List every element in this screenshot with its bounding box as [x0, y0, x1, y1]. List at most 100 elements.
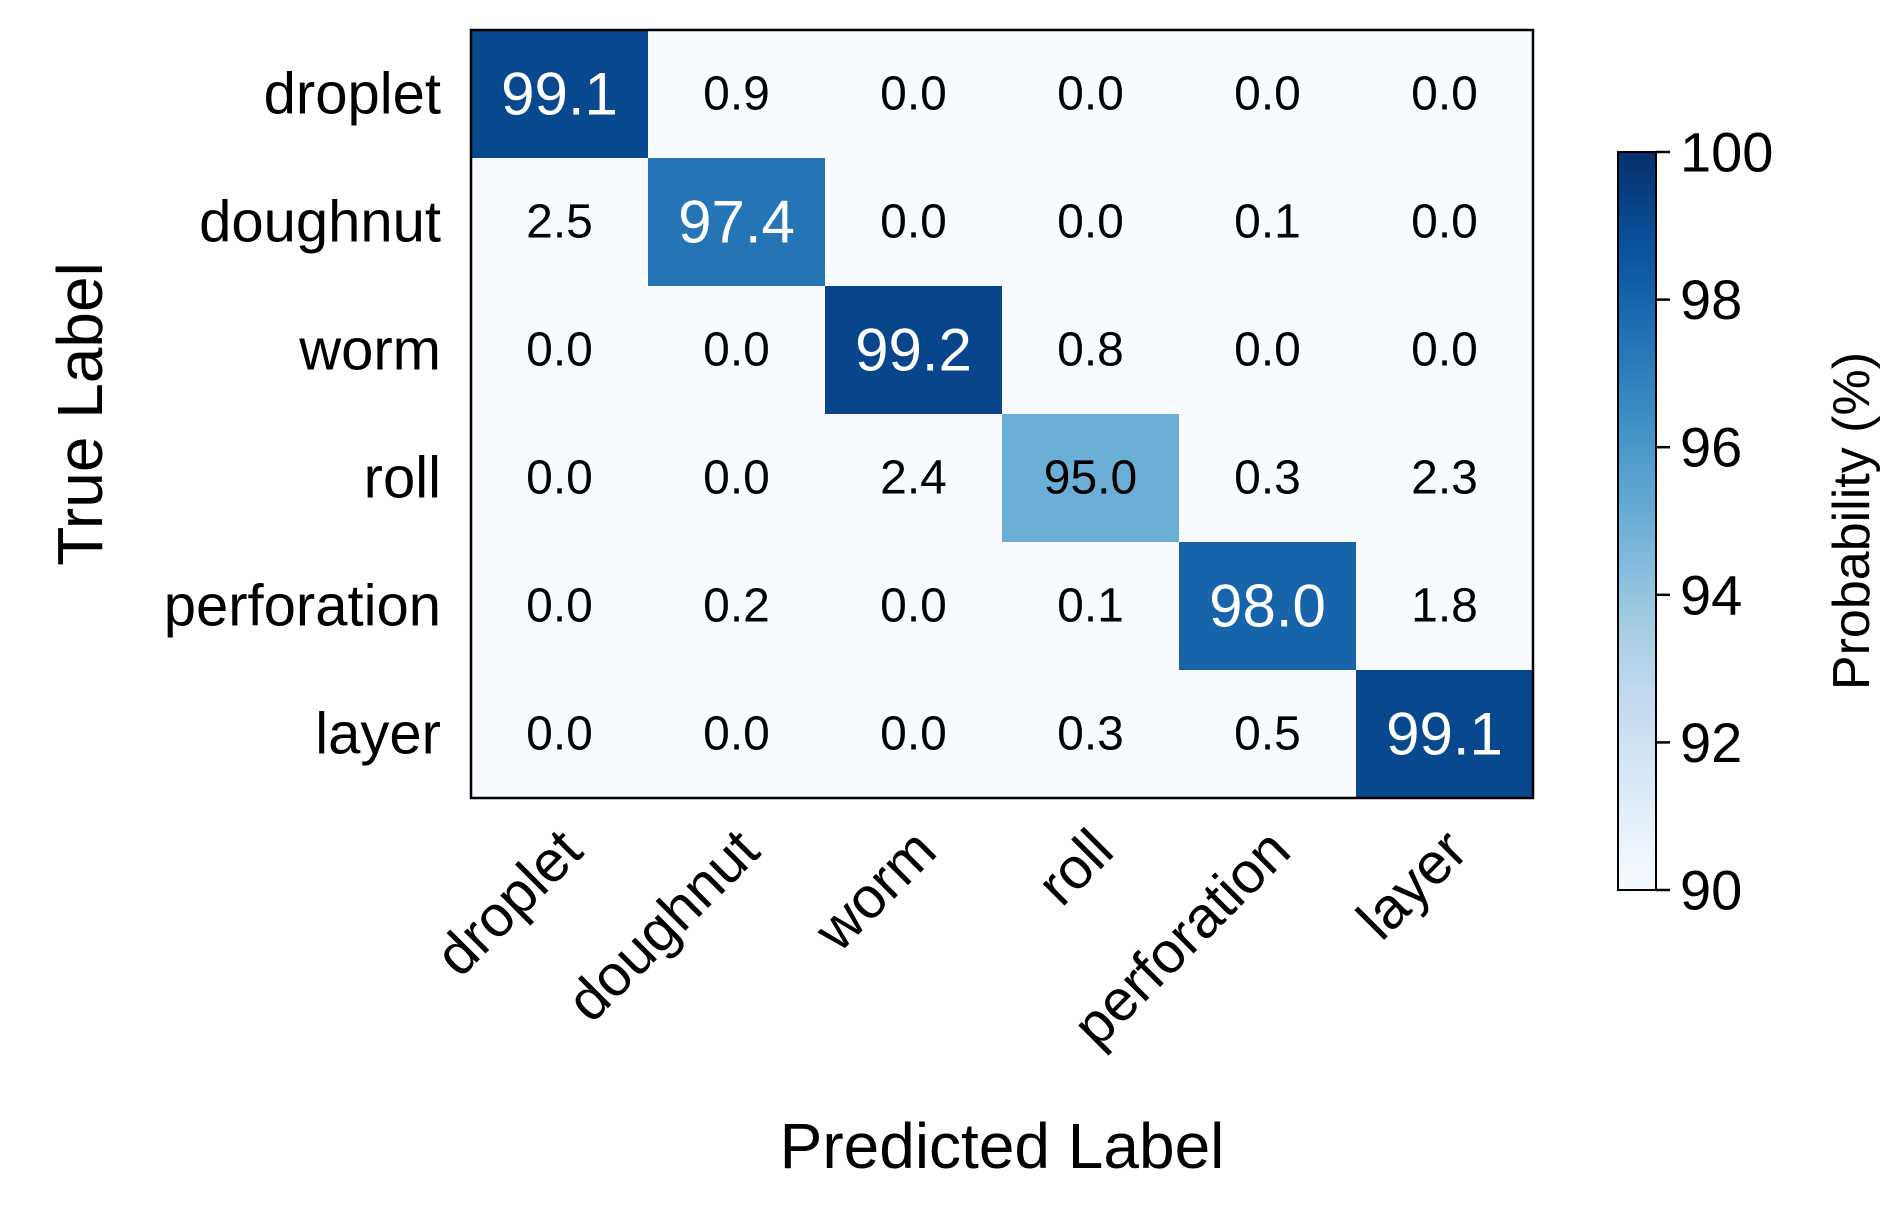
heatmap-cell — [471, 670, 649, 799]
heatmap-cell — [471, 542, 649, 671]
cell-value-label: 0.0 — [1234, 324, 1301, 377]
cell-value-label: 0.9 — [703, 68, 770, 121]
cell-value-label: 0.0 — [880, 580, 947, 633]
heatmap-cell — [648, 414, 826, 543]
heatmap-cell — [825, 414, 1003, 543]
heatmap-cells — [471, 30, 1534, 799]
cell-value-label: 0.1 — [1057, 580, 1124, 633]
cell-value-label: 0.0 — [880, 68, 947, 121]
cell-value-label: 0.2 — [703, 580, 770, 633]
cell-value-label: 99.1 — [1386, 701, 1503, 768]
cell-value-label: 99.2 — [855, 317, 972, 384]
colorbar: 90 92 94 96 98 100 Probability (%) — [1617, 121, 1881, 922]
cell-value-label: 2.3 — [1411, 452, 1478, 505]
cell-value-labels: 99.1 0.9 0.0 0.0 0.0 0.0 2.5 97.4 0.0 0.0 0.1 0.0 0.… — [501, 61, 1503, 768]
cell-value-label: 98.0 — [1209, 573, 1326, 640]
colorbar-tick-label: 90 — [1680, 859, 1742, 922]
heatmap-cell — [1002, 542, 1180, 671]
heatmap-cell — [1356, 286, 1534, 415]
heatmap-cell — [825, 286, 1003, 415]
cell-value-label: 0.3 — [1234, 452, 1301, 505]
cell-value-label: 0.1 — [1234, 196, 1301, 249]
heatmap-cell — [1002, 414, 1180, 543]
cell-value-label: 0.0 — [880, 196, 947, 249]
cell-value-label: 97.4 — [678, 189, 795, 256]
y-tick-label: worm — [298, 318, 441, 383]
heatmap-cell — [471, 158, 649, 287]
heatmap-cell — [471, 30, 649, 159]
cell-value-label: 0.0 — [1411, 324, 1478, 377]
y-tick-label: roll — [364, 446, 441, 511]
cell-value-label: 0.0 — [703, 708, 770, 761]
colorbar-tick-label: 98 — [1680, 268, 1742, 331]
colorbar-label: Probability (%) — [1823, 352, 1881, 690]
heatmap-cell — [1002, 286, 1180, 415]
heatmap-cell — [1356, 670, 1534, 799]
cell-value-label: 0.0 — [1411, 196, 1478, 249]
cell-value-label: 99.1 — [501, 61, 618, 128]
cell-value-label: 1.8 — [1411, 580, 1478, 633]
heatmap-cell — [1002, 158, 1180, 287]
x-tick-label: doughnut — [554, 817, 771, 1034]
heatmap-cell — [1179, 158, 1357, 287]
cell-value-label: 2.5 — [526, 196, 593, 249]
cell-value-label: 0.8 — [1057, 324, 1124, 377]
heatmap-cell — [1179, 414, 1357, 543]
y-tick-label: perforation — [164, 574, 441, 639]
x-tick-label: roll — [1025, 817, 1126, 918]
x-axis-label: Predicted Label — [780, 1110, 1225, 1182]
cell-value-label: 0.0 — [526, 708, 593, 761]
heatmap-cell — [1356, 158, 1534, 287]
cell-value-label: 2.4 — [880, 452, 947, 505]
cell-value-label: 0.0 — [1234, 68, 1301, 121]
y-tick-label: droplet — [264, 62, 441, 127]
cell-value-label: 0.0 — [880, 708, 947, 761]
cell-value-label: 0.0 — [1057, 68, 1124, 121]
x-tick-label: worm — [802, 817, 949, 964]
cell-value-label: 0.0 — [526, 324, 593, 377]
y-tick-label: layer — [315, 702, 441, 767]
heatmap-cell — [648, 286, 826, 415]
colorbar-tick-label: 94 — [1680, 563, 1742, 626]
cell-value-label: 0.0 — [1411, 68, 1478, 121]
colorbar-tick-label: 100 — [1680, 121, 1773, 184]
heatmap-cell — [1179, 670, 1357, 799]
colorbar-frame — [1617, 151, 1657, 891]
heatmap-cell — [1179, 30, 1357, 159]
cell-value-label: 0.0 — [1057, 196, 1124, 249]
x-tick-label: droplet — [423, 817, 594, 988]
colorbar-tick-label: 96 — [1680, 416, 1742, 479]
heatmap-cell — [648, 30, 826, 159]
x-tick-label: layer — [1345, 817, 1480, 952]
cell-value-label: 0.0 — [703, 452, 770, 505]
colorbar-gradient — [1618, 152, 1656, 890]
heatmap-cell — [1179, 286, 1357, 415]
plot-frame — [469, 28, 1535, 800]
cell-value-label: 0.3 — [1057, 708, 1124, 761]
colorbar-tick-label: 92 — [1680, 711, 1742, 774]
heatmap-cell — [648, 158, 826, 287]
cell-value-label: 0.0 — [526, 580, 593, 633]
heatmap-cell — [471, 286, 649, 415]
heatmap-cell — [825, 670, 1003, 799]
heatmap-cell — [1356, 414, 1534, 543]
heatmap-cell — [825, 158, 1003, 287]
cell-value-label: 95.0 — [1044, 452, 1137, 505]
y-tick-labels: droplet doughnut worm roll perforation layer — [164, 62, 441, 767]
cell-value-label: 0.0 — [703, 324, 770, 377]
cell-value-label: 0.5 — [1234, 708, 1301, 761]
heatmap-cell — [1356, 30, 1534, 159]
heatmap-cell — [1179, 542, 1357, 671]
heatmap-cell — [471, 414, 649, 543]
heatmap-cell — [825, 30, 1003, 159]
heatmap-cell — [648, 670, 826, 799]
heatmap-cell — [1002, 670, 1180, 799]
cell-value-label: 0.0 — [526, 452, 593, 505]
heatmap-cell — [825, 542, 1003, 671]
y-axis-label: True Label — [44, 262, 116, 566]
heatmap-cell — [648, 542, 826, 671]
y-tick-label: doughnut — [199, 190, 441, 255]
